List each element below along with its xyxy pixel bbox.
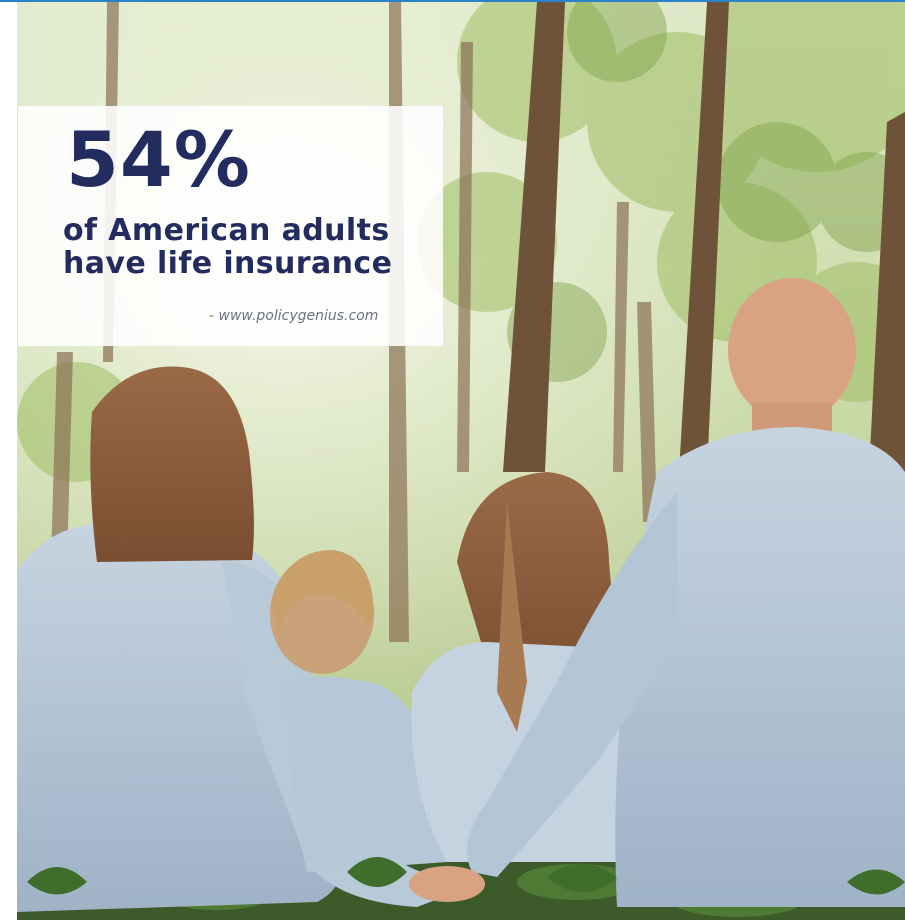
stat-percentage: 54% (66, 115, 251, 204)
stat-source: - www.policygenius.com (209, 308, 379, 324)
stat-description: of American adults have life insurance (63, 214, 433, 280)
stat-line-1: of American adults (63, 213, 390, 248)
top-accent-line (0, 0, 905, 2)
stat-line-2: have life insurance (63, 246, 393, 281)
stat-card: 54% of American adults have life insuran… (18, 106, 443, 346)
family-forest-photo (17, 2, 905, 920)
